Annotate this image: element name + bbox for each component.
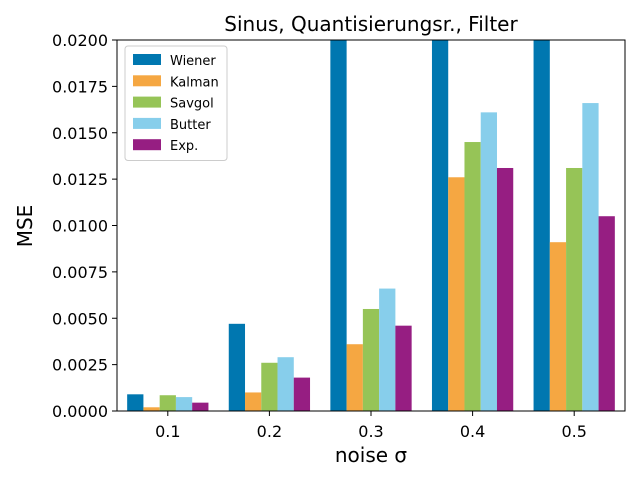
bar-kalman-0-4 <box>448 177 465 411</box>
bar-wiener-0-2 <box>228 323 246 411</box>
y-tick-label: 0.0175 <box>52 77 108 96</box>
bar-wiener-0-4 <box>431 40 449 411</box>
bar-exp-0-1 <box>192 402 209 411</box>
bar-exp-0-3 <box>395 325 412 411</box>
bar-kalman-0-3 <box>346 344 363 411</box>
legend-label: Butter <box>170 118 211 133</box>
y-tick-label: 0.0025 <box>52 356 108 375</box>
y-tick-label: 0.0200 <box>52 31 108 50</box>
x-tick-label: 0.3 <box>358 422 383 441</box>
y-tick-label: 0.0100 <box>52 217 108 236</box>
bar-butter-0-4 <box>480 112 497 411</box>
bar-kalman-0-2 <box>245 392 262 411</box>
bar-butter-0-5 <box>582 103 599 411</box>
legend-swatch-savgol <box>133 96 161 108</box>
legend-swatch-wiener <box>133 54 161 65</box>
bar-wiener-0-1 <box>127 394 144 411</box>
y-tick-label: 0.0075 <box>52 263 108 282</box>
bar-savgol-0-1 <box>159 395 176 411</box>
y-tick-label: 0.0000 <box>52 402 108 421</box>
legend-swatch-kalman <box>133 75 161 87</box>
legend-swatch-butter <box>133 117 161 129</box>
y-tick-label: 0.0125 <box>52 170 108 189</box>
legend-box <box>124 45 228 161</box>
x-tick-label: 0.4 <box>460 422 485 441</box>
y-tick-label: 0.0050 <box>52 309 108 328</box>
legend-swatch-exp <box>133 139 161 151</box>
plot-area: 0.0000 0.0025 0.0050 0.0075 0.0100 0.0125 0.01… <box>52 31 626 441</box>
y-tick-label: 0.0150 <box>52 124 108 143</box>
bar-kalman-0-1 <box>143 407 160 411</box>
x-axis-label: noise σ <box>335 443 408 467</box>
bar-exp-0-5 <box>598 216 615 411</box>
bar-exp-0-4 <box>496 167 514 411</box>
bar-exp-0-2 <box>293 377 311 411</box>
y-axis-label: MSE <box>13 205 37 248</box>
legend-label: Exp. <box>170 139 198 154</box>
bar-savgol-0-5 <box>566 167 583 411</box>
x-tick-label: 0.5 <box>561 422 586 441</box>
bar-wiener-0-3 <box>330 40 347 411</box>
bar-savgol-0-2 <box>261 362 278 411</box>
bar-wiener-0-5 <box>533 40 550 411</box>
legend-label: Kalman <box>170 75 219 90</box>
legend-label: Savgol <box>170 97 214 112</box>
bar-butter-0-3 <box>379 288 396 411</box>
bar-savgol-0-4 <box>464 142 481 411</box>
legend: Wiener Kalman Savgol Butter Exp. <box>124 45 228 161</box>
bar-savgol-0-3 <box>362 308 380 411</box>
legend-label: Wiener <box>170 54 216 69</box>
x-tick-label: 0.1 <box>155 422 180 441</box>
chart-title: Sinus, Quantisierungsr., Filter <box>224 12 518 36</box>
bar-butter-0-1 <box>175 397 193 411</box>
x-tick-label: 0.2 <box>257 422 282 441</box>
bar-kalman-0-5 <box>549 242 567 411</box>
bar-butter-0-2 <box>277 357 294 411</box>
